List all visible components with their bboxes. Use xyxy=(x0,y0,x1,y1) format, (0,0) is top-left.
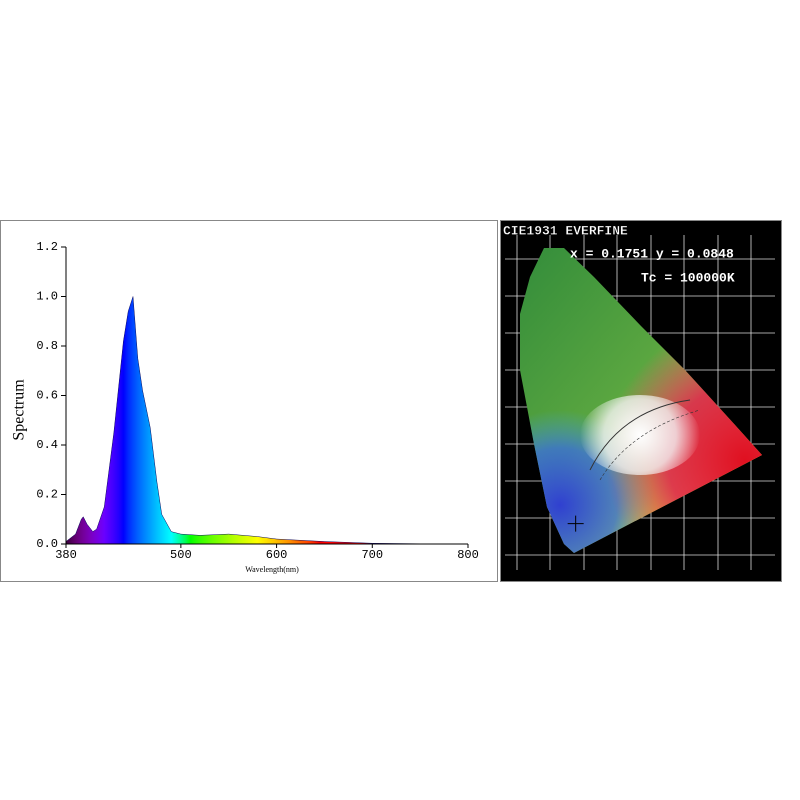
x-tick-label: 600 xyxy=(266,548,288,562)
y-tick-label: 0.8 xyxy=(36,339,58,353)
chromaticity-point xyxy=(567,515,584,532)
cie-title: CIE1931 EVERFINE xyxy=(503,223,628,238)
spectrum-frame xyxy=(0,220,498,582)
x-tick-label: 800 xyxy=(457,548,479,562)
x-axis-label: Wavelength(nm) xyxy=(245,565,299,574)
x-tick-label: 380 xyxy=(55,548,77,562)
y-tick-label: 0.6 xyxy=(36,389,58,403)
cie-temperature: Tc = 100000K xyxy=(641,270,735,285)
cie-coordinates: x = 0.1751 y = 0.0848 xyxy=(570,246,734,261)
x-tick-label: 500 xyxy=(170,548,192,562)
y-tick-label: 0.0 xyxy=(36,537,58,551)
spectrum-area xyxy=(65,296,469,545)
y-axis-label: Spectrum xyxy=(11,379,28,441)
x-tick-label: 700 xyxy=(361,548,383,562)
y-tick-label: 1.0 xyxy=(36,290,58,304)
y-tick-label: 1.2 xyxy=(36,240,58,254)
y-tick-label: 0.2 xyxy=(36,488,58,502)
y-tick-label: 0.4 xyxy=(36,438,58,452)
